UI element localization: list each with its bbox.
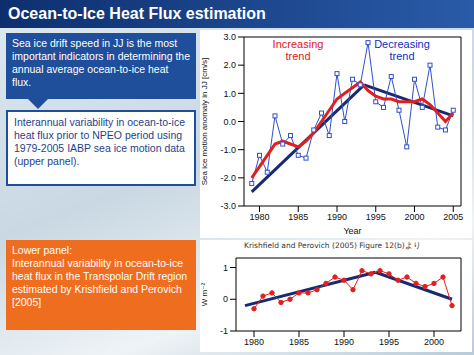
svg-text:-1.0: -1.0 — [220, 145, 236, 155]
html-text:Krishfield and Perovich (2005): Krishfield and Perovich (2005) Figure 12… — [244, 241, 421, 250]
svg-text:-2.0: -2.0 — [220, 173, 236, 183]
svg-text:1980: 1980 — [249, 212, 269, 222]
html-text:Lower panel: Interannual varia: Lower panel: Interannual variability in … — [12, 244, 188, 308]
svg-text:1985: 1985 — [288, 212, 308, 222]
svg-text:1995: 1995 — [379, 337, 399, 347]
svg-text:3.0: 3.0 — [223, 32, 236, 42]
svg-text:W m⁻²: W m⁻² — [200, 283, 209, 307]
svg-text:1995: 1995 — [366, 212, 386, 222]
html-text:Increasing trend: Increasing trend — [272, 38, 324, 62]
svg-text:1990: 1990 — [327, 212, 347, 222]
svg-text:-3.0: -3.0 — [220, 201, 236, 211]
svg-text:1985: 1985 — [289, 337, 309, 347]
svg-text:2005: 2005 — [443, 212, 463, 222]
svg-text:1990: 1990 — [334, 337, 354, 347]
svg-text:1: 1 — [223, 263, 228, 273]
html-text:Interannual variability in oce: Interannual variability in ocean-to-ice … — [14, 116, 185, 167]
html-text:Sea ice drift speed in JJ is t: Sea ice drift speed in JJ is the most im… — [12, 37, 190, 88]
svg-text:-1: -1 — [220, 326, 228, 336]
svg-text:1.0: 1.0 — [223, 89, 236, 99]
svg-text:Sea ice motion anomaly in JJ [: Sea ice motion anomaly in JJ [cm/s] — [200, 58, 209, 186]
svg-text:Year: Year — [343, 226, 361, 236]
svg-text:0.0: 0.0 — [223, 117, 236, 127]
svg-text:1980: 1980 — [244, 337, 264, 347]
svg-text:0: 0 — [223, 294, 228, 304]
html-text:Ocean-to-Ice Heat Flux estimat: Ocean-to-Ice Heat Flux estimation — [8, 5, 266, 22]
svg-text:2000: 2000 — [404, 212, 424, 222]
svg-text:2000: 2000 — [424, 337, 444, 347]
html-text:Decreasing trend: Decreasing trend — [374, 38, 430, 62]
svg-text:2.0: 2.0 — [223, 60, 236, 70]
